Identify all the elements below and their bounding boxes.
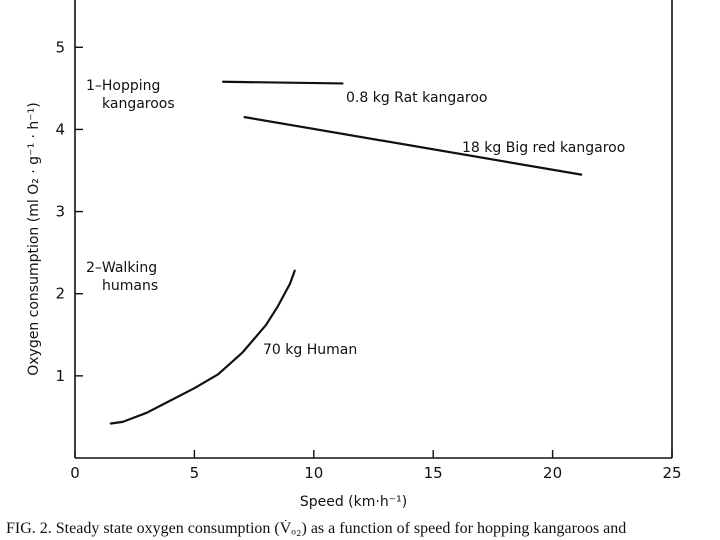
x-tick-label: 5 — [190, 464, 200, 482]
y-tick-label: 3 — [55, 203, 65, 221]
y-tick-label: 5 — [55, 38, 65, 56]
axes — [74, 0, 673, 459]
series-label-2: 70 kg Human — [263, 342, 357, 358]
x-tick-label: 0 — [70, 464, 80, 482]
x-tick-label: 15 — [424, 464, 443, 482]
y-tick-label: 4 — [55, 120, 65, 138]
group-label-line2-0: kangaroos — [102, 96, 175, 112]
group-label-line1-1: 2–Walking — [86, 260, 157, 276]
y-tick-label: 2 — [55, 285, 65, 303]
ticks: 1 2 3 4 5 0 5 10 15 20 25 — [55, 38, 681, 482]
chart-svg: 1 2 3 4 5 0 5 10 15 20 25 Speed (km·h⁻¹) Oxygen con… — [26, 0, 682, 510]
x-tick-label: 20 — [543, 464, 562, 482]
labels: Speed (km·h⁻¹) Oxygen consumption (ml O₂ … — [26, 78, 625, 510]
x-tick-label: 25 — [662, 464, 681, 482]
series-line-1 — [243, 116, 583, 176]
figure-caption: FIG. 2. Steady state oxygen consumption … — [6, 520, 627, 537]
group-label-line1-0: 1–Hopping — [86, 78, 160, 94]
series-lines — [109, 80, 583, 425]
y-tick-label: 1 — [55, 367, 65, 385]
group-label-line2-1: humans — [102, 278, 158, 294]
x-axis-label: Speed (km·h⁻¹) — [300, 494, 407, 510]
series-line-2 — [109, 269, 296, 425]
series-line-0 — [221, 80, 344, 85]
y-axis-label: Oxygen consumption (ml O₂ · g⁻¹ · h⁻¹) — [26, 102, 42, 376]
x-tick-label: 10 — [304, 464, 323, 482]
series-label-0: 0.8 kg Rat kangaroo — [346, 90, 487, 106]
series-label-1: 18 kg Big red kangaroo — [462, 140, 625, 156]
